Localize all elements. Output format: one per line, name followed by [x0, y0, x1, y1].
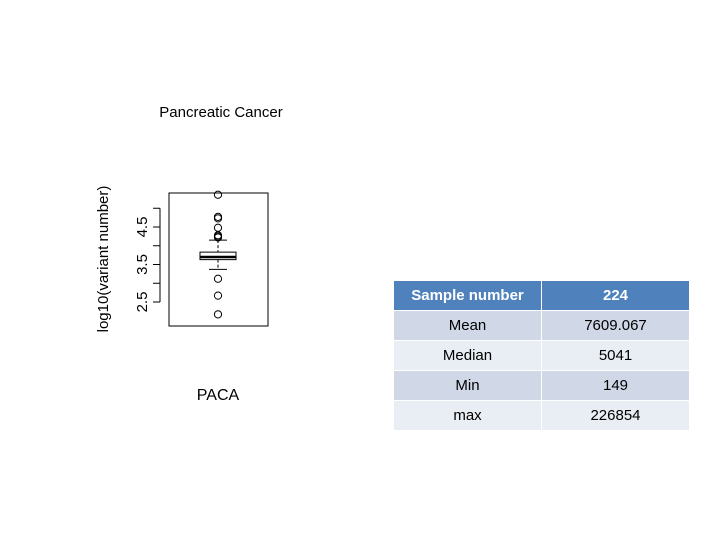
- table-row: Min 149: [393, 370, 690, 401]
- box-group: [199, 239, 237, 270]
- y-axis: 2.5 3.5 4.5: [134, 207, 161, 313]
- stat-value: 226854: [541, 400, 690, 431]
- stat-value: 5041: [541, 340, 690, 371]
- y-axis-label: log10(variant number): [95, 186, 112, 333]
- stat-value: 7609.067: [541, 310, 690, 341]
- outlier-point: [213, 310, 223, 319]
- stat-value: 149: [541, 370, 690, 401]
- outlier-point: [213, 214, 223, 223]
- y-tick-label: 2.5: [134, 292, 151, 313]
- header-sample-number: Sample number: [393, 280, 542, 311]
- x-category-label: PACA: [197, 387, 240, 404]
- outlier-point: [213, 190, 223, 199]
- outlier-point: [213, 223, 223, 232]
- stats-table: Sample number 224 Mean 7609.067 Median 5…: [393, 280, 690, 431]
- outlier-group: [213, 190, 223, 319]
- header-sample-count: 224: [541, 280, 690, 311]
- table-row: max 226854: [393, 400, 690, 431]
- y-tick-label: 3.5: [134, 254, 151, 275]
- outlier-point: [213, 274, 223, 283]
- stat-label: Median: [393, 340, 542, 371]
- table-row: Median 5041: [393, 340, 690, 371]
- table-row: Mean 7609.067: [393, 310, 690, 341]
- outlier-point: [213, 291, 223, 300]
- table-header-row: Sample number 224: [393, 280, 690, 311]
- plot-frame: [168, 192, 269, 327]
- stat-label: Min: [393, 370, 542, 401]
- stat-label: max: [393, 400, 542, 431]
- outlier-point: [213, 233, 223, 242]
- chart-title: Pancreatic Cancer: [159, 104, 283, 121]
- y-tick-label: 4.5: [134, 217, 151, 238]
- stat-label: Mean: [393, 310, 542, 341]
